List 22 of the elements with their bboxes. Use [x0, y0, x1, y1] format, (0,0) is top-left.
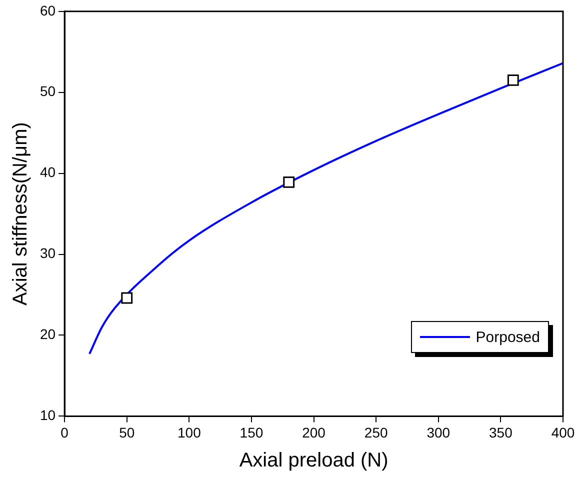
y-tick-label: 60 — [40, 2, 56, 18]
y-tick-label: 10 — [40, 407, 56, 424]
x-tick-label: 100 — [178, 424, 202, 440]
line-series — [88, 62, 563, 355]
y-tick-label: 40 — [40, 164, 56, 180]
x-tick-label: 0 — [60, 424, 69, 440]
point — [121, 292, 133, 304]
x-tick-label: 150 — [240, 424, 264, 440]
x-tick-label: 300 — [426, 424, 450, 440]
x-tick-label: 50 — [119, 424, 135, 440]
y-tick-label: 30 — [40, 245, 56, 262]
y-axis-title: Axial stiffness(N/μm) — [10, 122, 32, 306]
x-tick-label: 200 — [302, 424, 326, 440]
y-tick-label: 20 — [40, 326, 56, 342]
legend-label: Porposed — [476, 328, 540, 346]
x-tick-label: 250 — [364, 424, 388, 440]
point — [507, 74, 519, 86]
x-axis-title: Axial preload (N) — [239, 450, 388, 472]
x-tick-label: 350 — [489, 424, 513, 440]
y-tick-label: 50 — [40, 83, 56, 100]
point — [283, 176, 295, 188]
x-tick-label: 400 — [551, 424, 575, 440]
